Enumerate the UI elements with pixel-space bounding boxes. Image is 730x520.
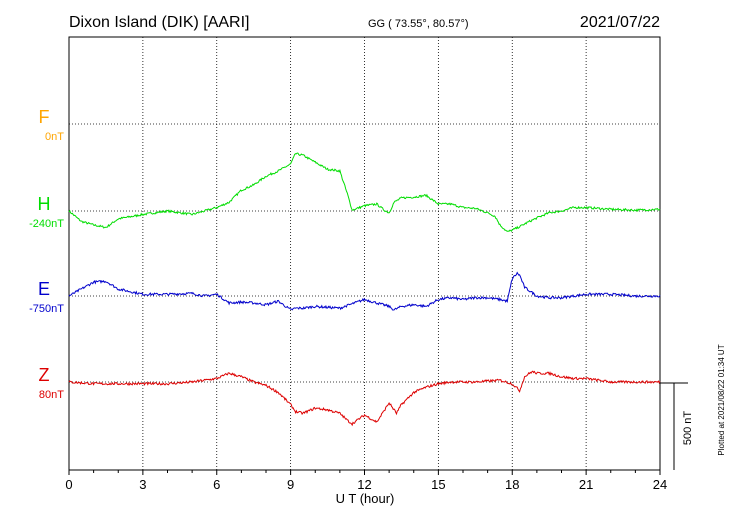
x-tick-label: 24 — [653, 477, 667, 492]
series-baseline-E: -750nT — [29, 303, 64, 315]
series-traces — [68, 152, 661, 427]
grid — [68, 37, 661, 475]
x-tick-label: 9 — [287, 477, 294, 492]
series-baseline-Z: 80nT — [39, 389, 64, 401]
series-name-E: E — [38, 279, 50, 299]
scale-bar-label: 500 nT — [682, 411, 694, 446]
x-tick-label: 6 — [213, 477, 220, 492]
x-axis-label: U T (hour) — [336, 491, 395, 506]
x-tick-label: 15 — [431, 477, 445, 492]
scale-bar: 500 nT — [660, 382, 694, 470]
x-tick-labels: 0 3 6 9 12 15 18 21 24 — [65, 477, 667, 492]
x-tick-label: 18 — [505, 477, 519, 492]
plotted-timestamp: Plotted at 2021/08/22 01:34 UT — [717, 344, 726, 455]
x-tick-label: 12 — [357, 477, 371, 492]
x-tick-label: 21 — [579, 477, 593, 492]
date-label: 2021/07/22 — [580, 14, 660, 31]
x-tick-label: 3 — [139, 477, 146, 492]
series-name-Z: Z — [39, 365, 50, 385]
series-name-H: H — [38, 194, 51, 214]
series-labels: F 0nT H -240nT E -750nT Z 80nT — [29, 107, 64, 401]
series-name-F: F — [39, 107, 50, 127]
trace-E — [68, 271, 661, 311]
coordinates-label: GG ( 73.55°, 80.57°) — [368, 18, 469, 30]
x-tick-label: 0 — [65, 477, 72, 492]
series-baseline-F: 0nT — [45, 131, 64, 143]
trace-H — [68, 152, 661, 233]
station-title: Dixon Island (DIK) [AARI] — [69, 14, 250, 31]
trace-Z — [68, 370, 661, 427]
series-baseline-H: -240nT — [29, 218, 64, 230]
